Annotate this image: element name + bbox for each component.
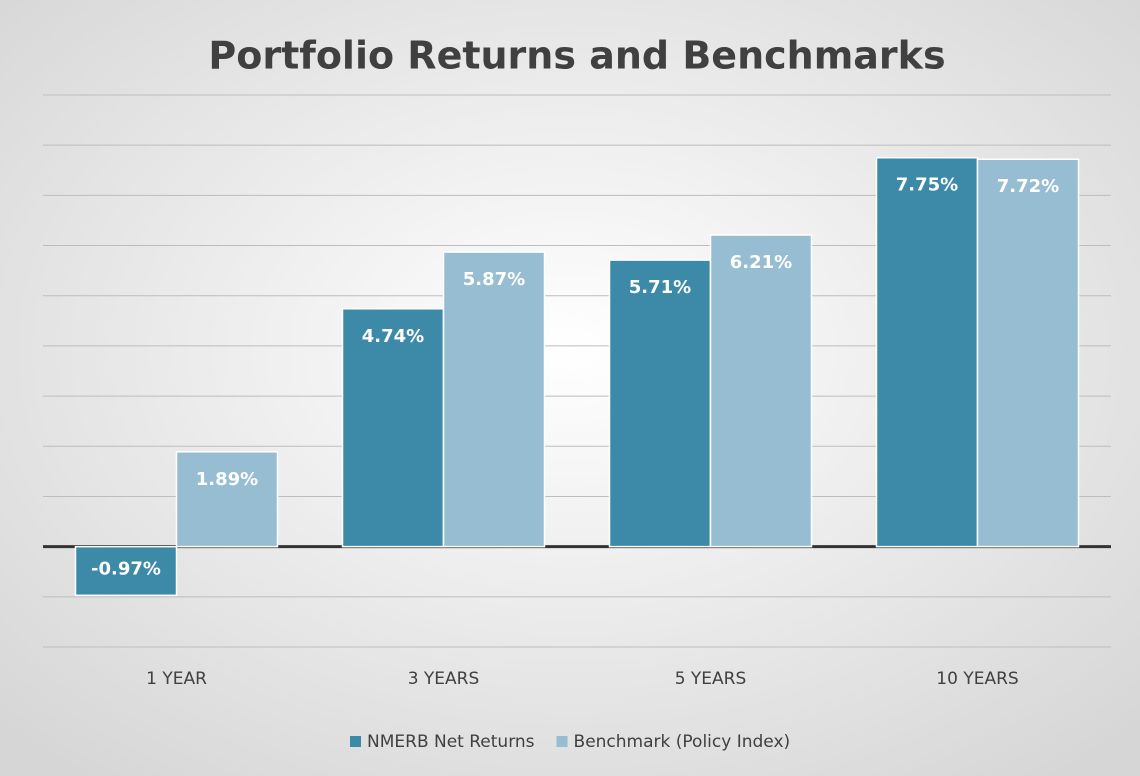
data-label: 4.74% [362,326,424,347]
x-tick-label: 5 YEARS [675,669,747,689]
x-tick-label: 1 YEAR [146,669,207,689]
data-label: 6.21% [730,252,792,273]
bar [175,451,279,548]
legend-swatch [556,736,568,747]
data-label: 1.89% [196,469,258,490]
x-tick-label: 3 YEARS [408,669,480,689]
data-label: 5.87% [463,269,525,290]
bar [442,251,546,548]
chart-title: Portfolio Returns and Benchmarks [208,34,945,78]
bar [608,259,712,548]
legend-label: NMERB Net Returns [367,732,535,752]
x-tick-label: 10 YEARS [936,669,1018,689]
bar [875,156,979,548]
bar [74,545,178,597]
data-label: 7.72% [997,176,1059,197]
legend-swatch [350,736,361,747]
data-label: -0.97% [91,558,161,579]
legend-label: Benchmark (Policy Index) [574,732,791,752]
data-label: 5.71% [629,277,691,298]
bar [976,158,1080,548]
bar [709,234,813,548]
data-label: 7.75% [896,175,958,196]
